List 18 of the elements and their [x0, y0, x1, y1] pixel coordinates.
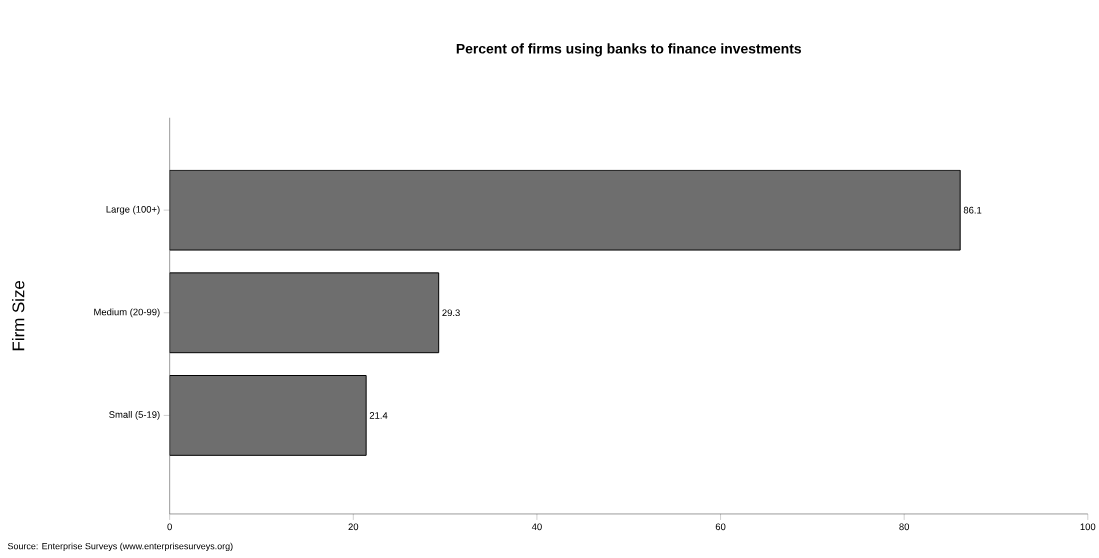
x-tick-label: 60	[715, 523, 726, 531]
x-tick-label: 80	[899, 523, 910, 531]
data-label: 29.3	[442, 309, 460, 317]
y-tick-label: Medium (20-99)	[94, 308, 160, 318]
x-tick-label: 0	[167, 523, 172, 531]
data-label: 21.4	[369, 412, 388, 419]
chart-title: Percent of firms using banks to finance investments	[456, 43, 802, 57]
bar	[169, 272, 440, 354]
x-tick-label: 100	[1080, 523, 1096, 531]
x-tick-label: 20	[348, 523, 359, 531]
bar	[169, 375, 367, 456]
y-tick-label: Small (5-19)	[109, 411, 160, 420]
x-tick-label: 40	[531, 523, 542, 531]
bar	[169, 169, 961, 251]
source-note: Source: Enterprise Surveys (www.enterprisesurveys.org)	[7, 542, 233, 552]
y-tick-label: Large (100+)	[106, 205, 160, 215]
data-label: 86.1	[963, 206, 982, 214]
y-axis-title: Firm Size	[11, 281, 25, 351]
